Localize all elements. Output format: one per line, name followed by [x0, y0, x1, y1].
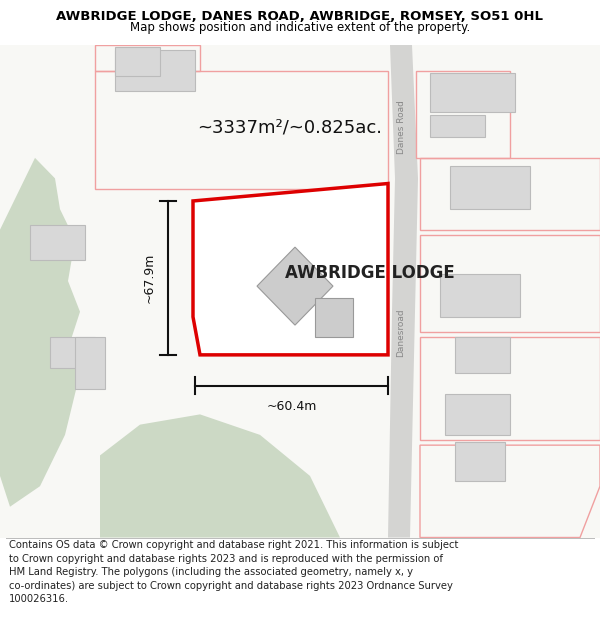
Bar: [315, 298, 353, 338]
Bar: [445, 394, 510, 435]
Text: co-ordinates) are subject to Crown copyright and database rights 2023 Ordnance S: co-ordinates) are subject to Crown copyr…: [9, 581, 453, 591]
Bar: [430, 72, 515, 112]
Text: ~67.9m: ~67.9m: [143, 253, 156, 303]
Text: Map shows position and indicative extent of the property.: Map shows position and indicative extent…: [130, 21, 470, 34]
Bar: [450, 166, 530, 209]
Polygon shape: [193, 184, 388, 355]
Bar: [455, 442, 505, 481]
Bar: [455, 338, 510, 373]
Text: to Crown copyright and database rights 2023 and is reproduced with the permissio: to Crown copyright and database rights 2…: [9, 554, 443, 564]
Text: Danesroad: Danesroad: [397, 308, 406, 357]
Polygon shape: [0, 158, 80, 507]
Text: Contains OS data © Crown copyright and database right 2021. This information is : Contains OS data © Crown copyright and d…: [9, 540, 458, 550]
Bar: [75, 338, 105, 389]
Bar: [430, 115, 485, 138]
Polygon shape: [388, 45, 418, 538]
Text: ~3337m²/~0.825ac.: ~3337m²/~0.825ac.: [197, 118, 383, 136]
Bar: [440, 274, 520, 317]
Text: AWBRIDGE LODGE: AWBRIDGE LODGE: [285, 264, 455, 282]
Text: AWBRIDGE LODGE, DANES ROAD, AWBRIDGE, ROMSEY, SO51 0HL: AWBRIDGE LODGE, DANES ROAD, AWBRIDGE, RO…: [56, 10, 544, 23]
Text: HM Land Registry. The polygons (including the associated geometry, namely x, y: HM Land Registry. The polygons (includin…: [9, 568, 413, 578]
Bar: [50, 338, 95, 368]
Text: Danes Road: Danes Road: [397, 100, 406, 154]
Text: ~60.4m: ~60.4m: [266, 400, 317, 413]
Text: 100026316.: 100026316.: [9, 594, 69, 604]
Bar: [115, 50, 195, 91]
Polygon shape: [257, 247, 333, 325]
Bar: [115, 47, 160, 76]
Polygon shape: [100, 414, 340, 538]
Bar: [30, 224, 85, 261]
